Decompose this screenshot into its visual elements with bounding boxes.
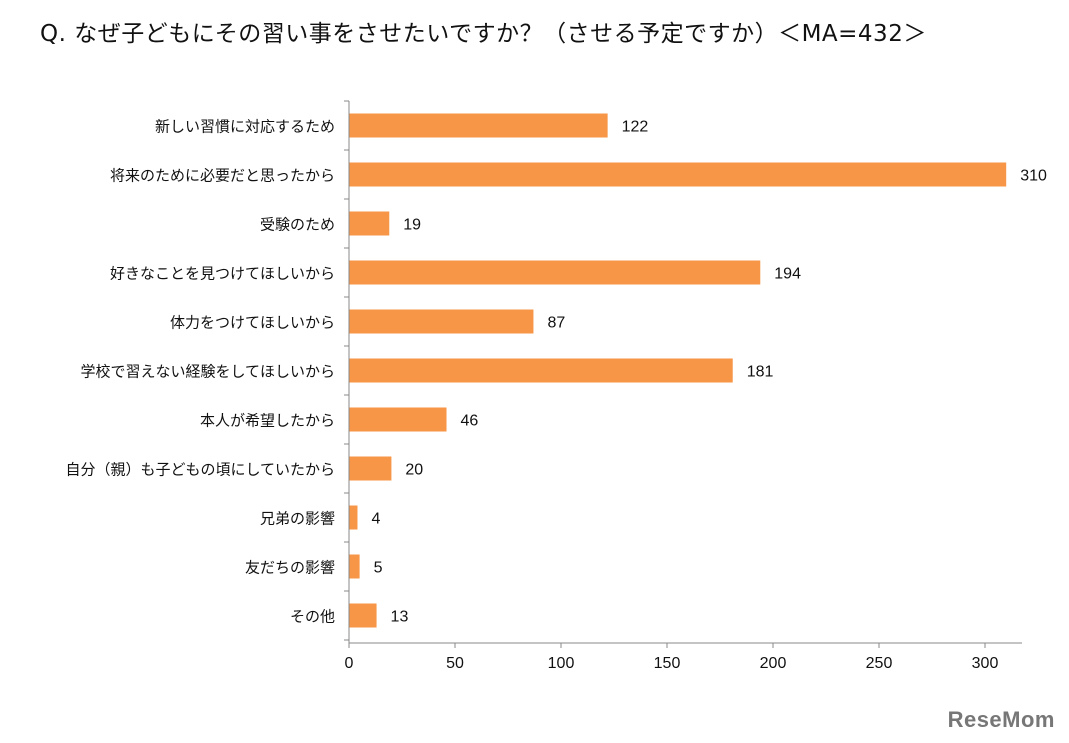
bar <box>349 456 392 481</box>
bar <box>349 162 1007 187</box>
x-tick-label: 50 <box>446 655 464 672</box>
category-label: 兄弟の影響 <box>260 510 335 528</box>
value-label: 46 <box>461 413 479 430</box>
value-label: 310 <box>1020 168 1047 185</box>
value-label: 20 <box>405 462 423 479</box>
value-label: 5 <box>374 560 383 577</box>
value-label: 122 <box>622 119 649 136</box>
bar <box>349 358 733 383</box>
bar <box>349 211 390 236</box>
category-label: 受験のため <box>260 216 335 234</box>
category-label: 体力をつけてほしいから <box>170 314 335 332</box>
value-label: 87 <box>547 315 565 332</box>
category-label: その他 <box>290 608 335 626</box>
x-tick-label: 0 <box>345 655 354 672</box>
category-label: 学校で習えない経験をしてほしいから <box>80 363 335 381</box>
bar <box>349 407 447 432</box>
category-label: 友だちの影響 <box>245 559 335 577</box>
x-tick-label: 250 <box>866 655 893 672</box>
watermark-logo: ReseMom <box>947 707 1055 732</box>
x-tick-label: 300 <box>972 655 999 672</box>
category-label: 新しい習慣に対応するため <box>155 118 335 136</box>
value-label: 181 <box>747 364 774 381</box>
bar <box>349 260 761 285</box>
category-label: 自分（親）も子どもの頃にしていたから <box>65 461 335 479</box>
value-label: 13 <box>391 609 409 626</box>
x-tick-label: 100 <box>548 655 575 672</box>
bar <box>349 554 360 579</box>
category-label: 本人が希望したから <box>200 412 335 430</box>
x-tick-label: 200 <box>760 655 787 672</box>
bar <box>349 113 608 138</box>
bar <box>349 603 377 628</box>
category-label: 将来のために必要だと思ったから <box>110 167 335 185</box>
value-label: 194 <box>774 266 801 283</box>
bar <box>349 309 534 334</box>
value-label: 4 <box>371 511 380 528</box>
x-tick-label: 150 <box>654 655 681 672</box>
chart-title: Q. なぜ子どもにその習い事をさせたいですか？（させる予定ですか）＜MA=432… <box>40 21 927 47</box>
bar <box>349 505 358 530</box>
value-label: 19 <box>403 217 421 234</box>
category-label: 好きなことを見つけてほしいから <box>110 265 335 283</box>
